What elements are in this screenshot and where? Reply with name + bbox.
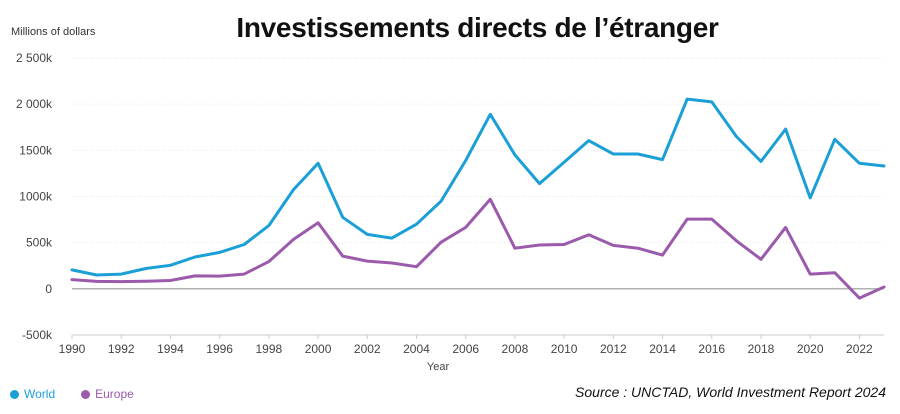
x-tick-label: 1990 — [59, 342, 86, 356]
legend-marker-europe-icon — [81, 389, 91, 399]
axis-layer: 2 500k 2 000k 1500k 1000k 500k 0 -500k 1990 1992… — [16, 51, 884, 356]
y-tick-label: -500k — [22, 328, 53, 342]
x-tick-label: 2016 — [698, 342, 725, 356]
x-axis-title: Year — [427, 361, 450, 373]
series-layer — [70, 97, 886, 300]
x-tick-label: 2010 — [551, 342, 578, 356]
legend-item-europe[interactable]: Europe — [81, 387, 134, 401]
x-tick-label: 2014 — [649, 342, 676, 356]
x-tick-label: 2000 — [305, 342, 332, 356]
y-tick-label: 2 000k — [16, 97, 53, 111]
x-tick-label: 2008 — [502, 342, 529, 356]
legend-label-europe: Europe — [95, 387, 134, 401]
series-line-europe[interactable] — [70, 197, 886, 300]
x-tick-label: 1994 — [157, 342, 184, 356]
x-tick-label: 2022 — [846, 342, 873, 356]
x-tick-label: 1992 — [108, 342, 135, 356]
grid-layer — [72, 57, 884, 336]
x-tick-label: 2012 — [600, 342, 627, 356]
legend-label-world: World — [24, 387, 56, 401]
chart-title: Investissements directs de l’étranger — [236, 12, 719, 43]
y-axis-unit-label: Millions of dollars — [11, 26, 96, 38]
series-line-world[interactable] — [70, 97, 886, 277]
legend: World Europe — [10, 387, 134, 401]
x-tick-label: 2020 — [797, 342, 824, 356]
x-tick-label: 1996 — [206, 342, 233, 356]
y-tick-label: 500k — [26, 236, 53, 250]
y-tick-label: 2 500k — [16, 51, 53, 65]
x-tick-label: 2002 — [354, 342, 381, 356]
x-tick-label: 2004 — [403, 342, 430, 356]
y-tick-label: 1000k — [19, 190, 53, 204]
y-tick-label: 0 — [45, 282, 52, 296]
legend-marker-world-icon — [10, 389, 19, 399]
y-tick-label: 1500k — [19, 143, 53, 157]
x-tick-label: 1998 — [255, 342, 282, 356]
x-tick-label: 2006 — [452, 342, 479, 356]
source-note: Source : UNCTAD, World Investment Report… — [575, 384, 886, 400]
legend-item-world[interactable]: World — [10, 387, 55, 401]
x-tick-label: 2018 — [748, 342, 775, 356]
